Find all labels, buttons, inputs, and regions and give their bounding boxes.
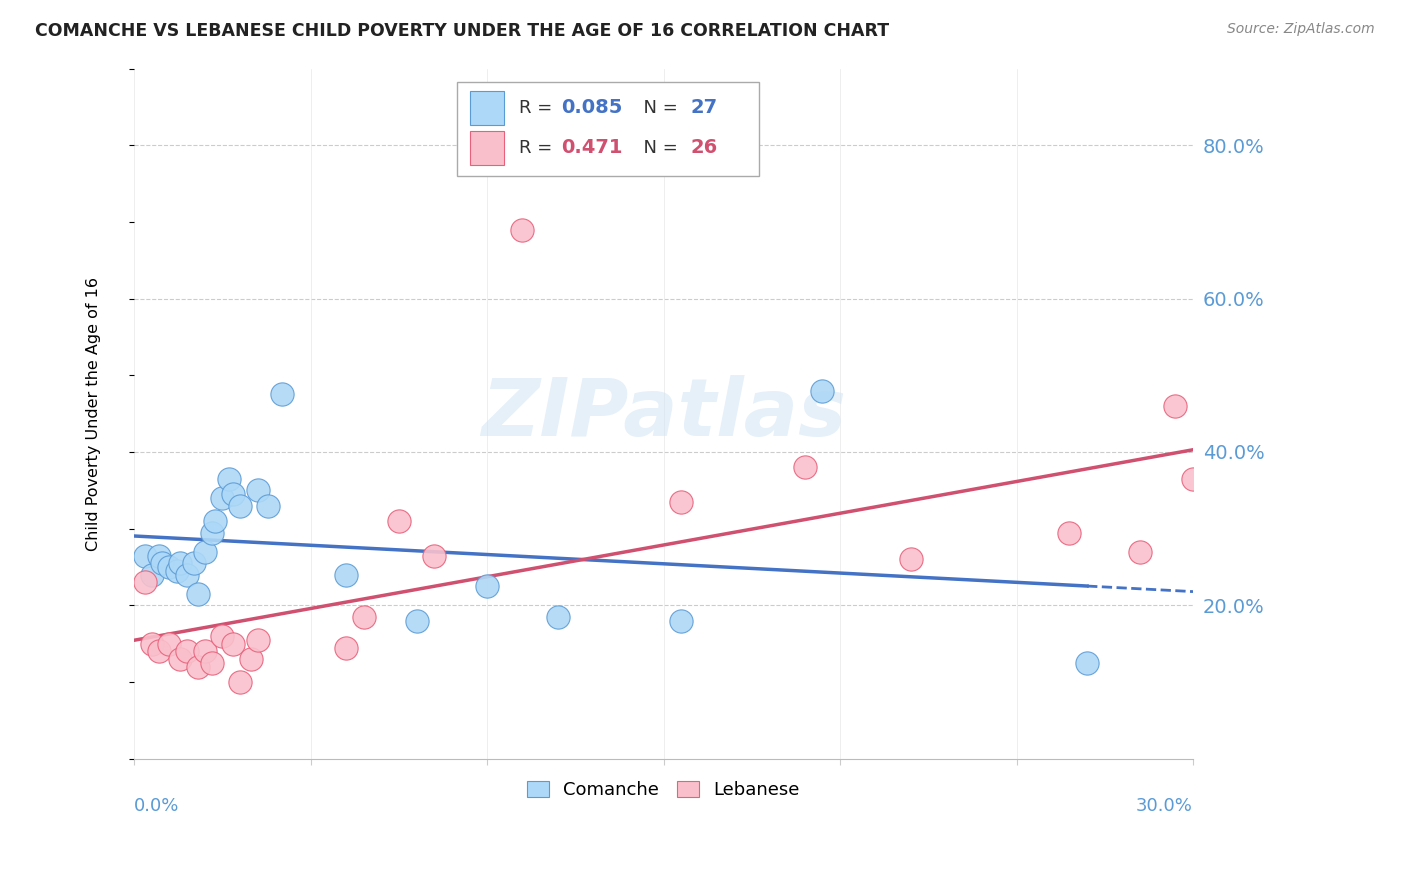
- Point: [176, 644, 198, 658]
- Point: [211, 629, 233, 643]
- Point: [335, 640, 357, 655]
- Point: [239, 652, 262, 666]
- Point: [671, 614, 693, 628]
- Point: [159, 560, 181, 574]
- Text: 30.0%: 30.0%: [1136, 797, 1192, 814]
- Point: [353, 610, 375, 624]
- Point: [148, 549, 170, 563]
- Point: [229, 499, 252, 513]
- Text: 0.471: 0.471: [561, 138, 623, 157]
- Text: ZIPatlas: ZIPatlas: [481, 375, 846, 452]
- Point: [141, 637, 163, 651]
- Point: [1181, 472, 1204, 486]
- Point: [405, 614, 427, 628]
- Point: [1059, 525, 1081, 540]
- Point: [229, 675, 252, 690]
- Text: N =: N =: [631, 139, 683, 157]
- Bar: [470, 91, 503, 125]
- Point: [187, 659, 209, 673]
- Legend: Comanche, Lebanese: Comanche, Lebanese: [520, 773, 807, 806]
- Point: [187, 587, 209, 601]
- Point: [900, 552, 922, 566]
- Point: [194, 545, 217, 559]
- Point: [194, 644, 217, 658]
- Point: [201, 525, 224, 540]
- Point: [201, 656, 224, 670]
- Point: [218, 472, 240, 486]
- Text: 0.0%: 0.0%: [134, 797, 180, 814]
- Point: [475, 579, 498, 593]
- Point: [246, 483, 269, 498]
- Text: R =: R =: [519, 139, 558, 157]
- Point: [211, 491, 233, 505]
- Point: [222, 487, 245, 501]
- Point: [246, 632, 269, 647]
- FancyBboxPatch shape: [457, 82, 759, 176]
- Point: [257, 499, 280, 513]
- Point: [134, 575, 156, 590]
- Point: [152, 556, 174, 570]
- Text: N =: N =: [631, 99, 683, 117]
- Text: R =: R =: [519, 99, 558, 117]
- Point: [512, 222, 534, 236]
- Text: 0.085: 0.085: [561, 98, 623, 118]
- Point: [1164, 399, 1187, 413]
- Point: [671, 495, 693, 509]
- Point: [159, 637, 181, 651]
- Point: [811, 384, 834, 398]
- Point: [169, 556, 191, 570]
- Point: [335, 567, 357, 582]
- Point: [547, 610, 569, 624]
- Point: [134, 549, 156, 563]
- Text: COMANCHE VS LEBANESE CHILD POVERTY UNDER THE AGE OF 16 CORRELATION CHART: COMANCHE VS LEBANESE CHILD POVERTY UNDER…: [35, 22, 889, 40]
- Point: [423, 549, 446, 563]
- Point: [166, 564, 188, 578]
- Point: [141, 567, 163, 582]
- Point: [169, 652, 191, 666]
- Bar: [470, 130, 503, 165]
- Point: [388, 514, 411, 528]
- Point: [204, 514, 226, 528]
- Point: [1076, 656, 1098, 670]
- Point: [271, 387, 294, 401]
- Point: [1129, 545, 1152, 559]
- Point: [222, 637, 245, 651]
- Point: [148, 644, 170, 658]
- Point: [793, 460, 815, 475]
- Text: 27: 27: [690, 98, 717, 118]
- Text: 26: 26: [690, 138, 717, 157]
- Text: Child Poverty Under the Age of 16: Child Poverty Under the Age of 16: [87, 277, 101, 550]
- Point: [183, 556, 205, 570]
- Point: [176, 567, 198, 582]
- Text: Source: ZipAtlas.com: Source: ZipAtlas.com: [1227, 22, 1375, 37]
